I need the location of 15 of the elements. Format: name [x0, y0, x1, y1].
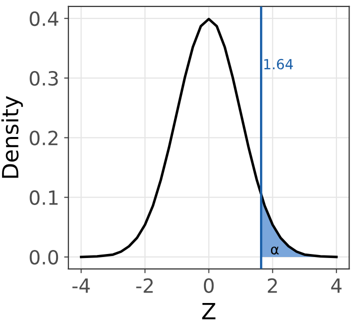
- y-tick-label: 0.1: [30, 190, 58, 206]
- annotation: α: [270, 246, 279, 255]
- ref-line-label: 1.64: [264, 58, 293, 70]
- y-tick-label: 0.0: [30, 250, 58, 265]
- x-tick-label: 2: [268, 278, 277, 293]
- x-tick-label: -2: [136, 278, 153, 293]
- y-tick-label: 0.3: [30, 71, 58, 86]
- x-axis-title: Z: [202, 303, 216, 320]
- x-tick-label: -4: [72, 278, 90, 293]
- x-tick-label: 0: [204, 278, 214, 293]
- y-tick-label: 0.2: [30, 130, 58, 146]
- y-tick-label: 0.4: [30, 11, 58, 26]
- line-series: [80, 18, 338, 258]
- y-axis-title: Density: [1, 96, 23, 178]
- x-tick-label: 4: [331, 278, 342, 293]
